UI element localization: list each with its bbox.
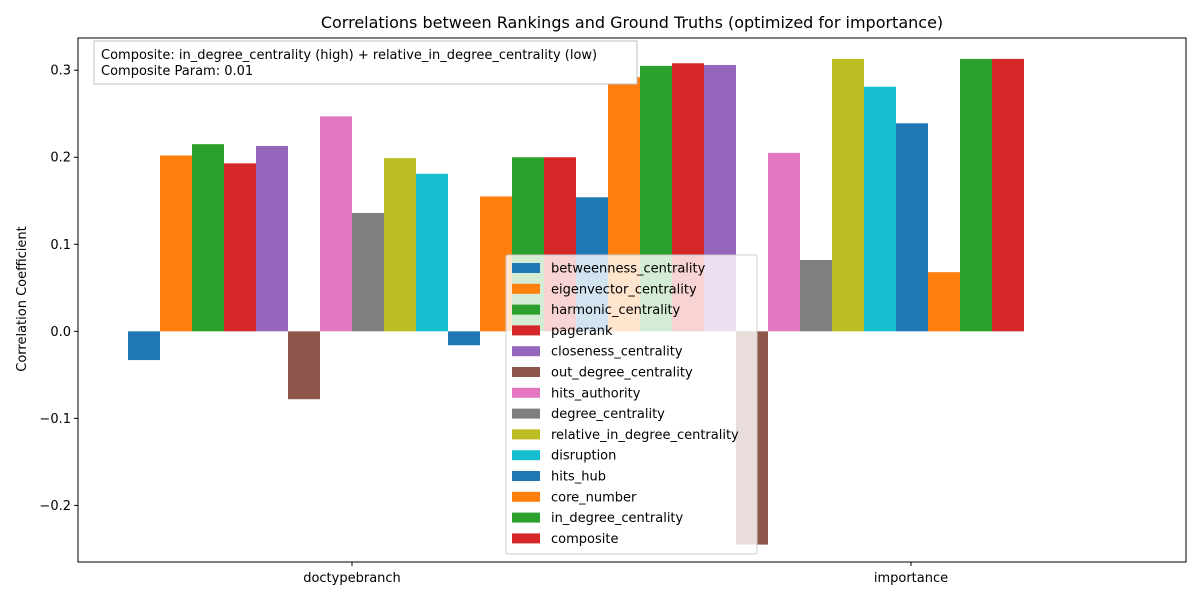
annotation-box: Composite: in_degree_centrality (high) +… xyxy=(93,40,638,85)
legend-swatch-relative_in_degree_centrality xyxy=(512,429,540,440)
bar-22 xyxy=(800,259,832,332)
legend-swatch-betweenness_centrality xyxy=(512,263,540,273)
bar-7 xyxy=(320,116,352,332)
legend-label-composite: composite xyxy=(551,532,618,547)
legend-swatch-eigenvector_centrality xyxy=(512,283,540,294)
legend-swatch-disruption xyxy=(512,450,540,461)
legend-label-hits_hub: hits_hub xyxy=(551,470,606,485)
legend-swatch-pagerank xyxy=(512,325,540,336)
legend-label-harmonic_centrality: harmonic_centrality xyxy=(551,303,681,318)
legend-swatch-degree_centrality xyxy=(512,408,540,419)
annotation-line-1: Composite: in_degree_centrality (high) +… xyxy=(101,48,597,63)
bar-3 xyxy=(192,144,224,332)
y-tick-label: 0.1 xyxy=(50,238,71,253)
legend-label-hits_authority: hits_authority xyxy=(551,386,641,401)
legend-label-relative_in_degree_centrality: relative_in_degree_centrality xyxy=(551,428,739,443)
bar-9 xyxy=(384,158,416,332)
legend-label-pagerank: pagerank xyxy=(551,324,613,339)
bar-4 xyxy=(224,163,256,332)
legend-swatch-core_number xyxy=(512,491,540,502)
bar-6 xyxy=(288,331,320,400)
bar-11 xyxy=(448,331,480,346)
legend-label-betweenness_centrality: betweenness_centrality xyxy=(551,262,706,277)
legend-swatch-out_degree_centrality xyxy=(512,367,540,377)
plot-frame xyxy=(77,37,1187,563)
bar-21 xyxy=(768,152,800,332)
y-axis-label: Correlation Coefficient xyxy=(15,226,30,372)
legend-swatch-hits_hub xyxy=(512,471,540,481)
bar-26 xyxy=(928,272,960,332)
y-tick-label: −0.2 xyxy=(39,499,71,514)
axes-layer: −0.2 −0.1 0.0 0.1 0.2 0.3 doctypebranch importa… xyxy=(39,37,1187,586)
y-tick-label: −0.1 xyxy=(39,412,71,427)
legend-label-out_degree_centrality: out_degree_centrality xyxy=(551,366,693,381)
bar-5 xyxy=(256,145,288,332)
legend-swatch-harmonic_centrality xyxy=(512,304,540,315)
x-tick-label-importance: importance xyxy=(874,571,948,586)
bar-25 xyxy=(896,123,928,332)
bar-2 xyxy=(160,155,192,332)
y-tick-label: 0.3 xyxy=(50,64,71,79)
legend-label-degree_centrality: degree_centrality xyxy=(551,407,665,422)
legend-swatch-composite xyxy=(512,533,540,544)
legend-label-in_degree_centrality: in_degree_centrality xyxy=(551,511,684,526)
bar-27 xyxy=(960,58,992,332)
legend: betweenness_centrality eigenvector_centra… xyxy=(505,254,758,555)
legend-swatch-in_degree_centrality xyxy=(512,512,540,523)
legend-label-eigenvector_centrality: eigenvector_centrality xyxy=(551,282,697,297)
legend-swatch-hits_authority xyxy=(512,387,540,398)
bar-23 xyxy=(832,58,864,332)
chart-title: Correlations between Rankings and Ground… xyxy=(321,13,943,32)
bar-28 xyxy=(992,58,1024,332)
bar-1 xyxy=(128,331,160,361)
y-tick-label: 0.0 xyxy=(50,325,71,340)
legend-frame xyxy=(505,254,758,555)
legend-label-disruption: disruption xyxy=(551,449,616,464)
annotation-line-2: Composite Param: 0.01 xyxy=(101,64,253,79)
bar-8 xyxy=(352,212,384,332)
legend-swatch-closeness_centrality xyxy=(512,346,540,357)
x-tick-label-doctypebranch: doctypebranch xyxy=(303,571,401,586)
annotation-frame xyxy=(93,40,638,85)
bar-24 xyxy=(864,86,896,332)
bar-10 xyxy=(416,173,448,332)
legend-label-closeness_centrality: closeness_centrality xyxy=(551,345,683,360)
legend-label-core_number: core_number xyxy=(551,490,637,505)
y-tick-label: 0.2 xyxy=(50,151,71,166)
